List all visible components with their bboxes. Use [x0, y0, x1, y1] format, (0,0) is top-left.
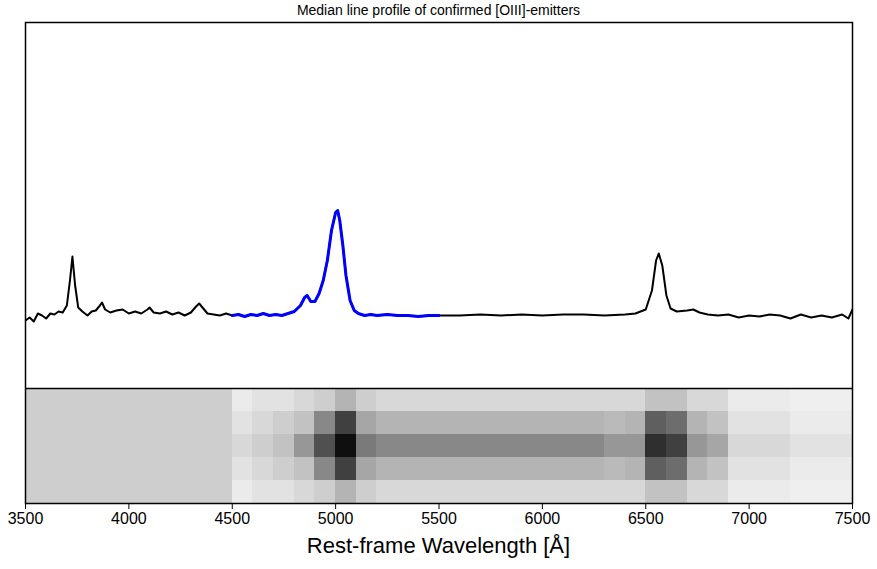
svg-text:6000: 6000: [525, 510, 561, 527]
svg-text:7000: 7000: [731, 510, 767, 527]
html-text:Rest-frame Wavelength [Å]: Rest-frame Wavelength [Å]: [306, 533, 571, 558]
svg-text:5500: 5500: [421, 510, 457, 527]
svg-text:3500: 3500: [8, 510, 44, 527]
svg-text:7500: 7500: [835, 510, 871, 527]
svg-text:5000: 5000: [318, 510, 354, 527]
svg-text:4000: 4000: [111, 510, 147, 527]
svg-text:4500: 4500: [214, 510, 250, 527]
html-text:Median line profile of confirm: Median line profile of confirmed [OIII]-…: [296, 2, 581, 18]
svg-text:6500: 6500: [628, 510, 664, 527]
